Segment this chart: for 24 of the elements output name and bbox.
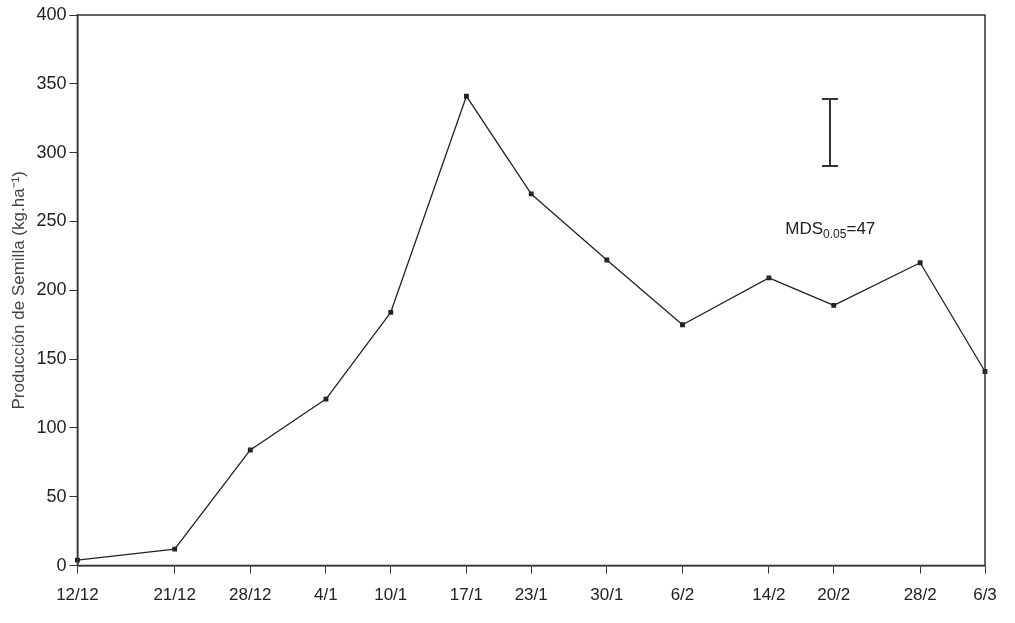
x-tick-label: 20/2: [817, 585, 851, 605]
x-tick-label: 28/12: [229, 585, 272, 605]
x-tick-label: 17/1: [449, 585, 483, 605]
y-tick-label: 300: [36, 141, 67, 162]
x-tick-label: 30/1: [590, 585, 624, 605]
x-tick-label: 6/3: [973, 585, 997, 605]
y-tick-label: 250: [36, 210, 67, 231]
x-tick-label: 10/1: [374, 585, 408, 605]
x-tick-label: 23/1: [514, 585, 548, 605]
y-tick-label: 100: [36, 416, 67, 437]
x-tick-label: 12/12: [56, 585, 99, 605]
y-tick-label: 150: [36, 348, 67, 369]
x-tick-label: 6/2: [670, 585, 695, 605]
y-axis-title: Producción de Semilla (kg.ha⁻¹): [8, 171, 28, 410]
x-tick-label: 21/12: [153, 585, 196, 605]
x-tick-label: 28/2: [903, 585, 937, 605]
x-tick-label: 14/2: [752, 585, 786, 605]
y-tick-label: 350: [36, 72, 67, 93]
y-tick-label: 0: [56, 554, 67, 575]
y-tick-label: 200: [36, 279, 67, 300]
annotation: MDS$_{0.05}$=47: [785, 218, 876, 242]
x-tick-label: 4/1: [314, 585, 338, 605]
y-tick-label: 50: [46, 485, 67, 506]
y-tick-label: 400: [36, 3, 67, 24]
